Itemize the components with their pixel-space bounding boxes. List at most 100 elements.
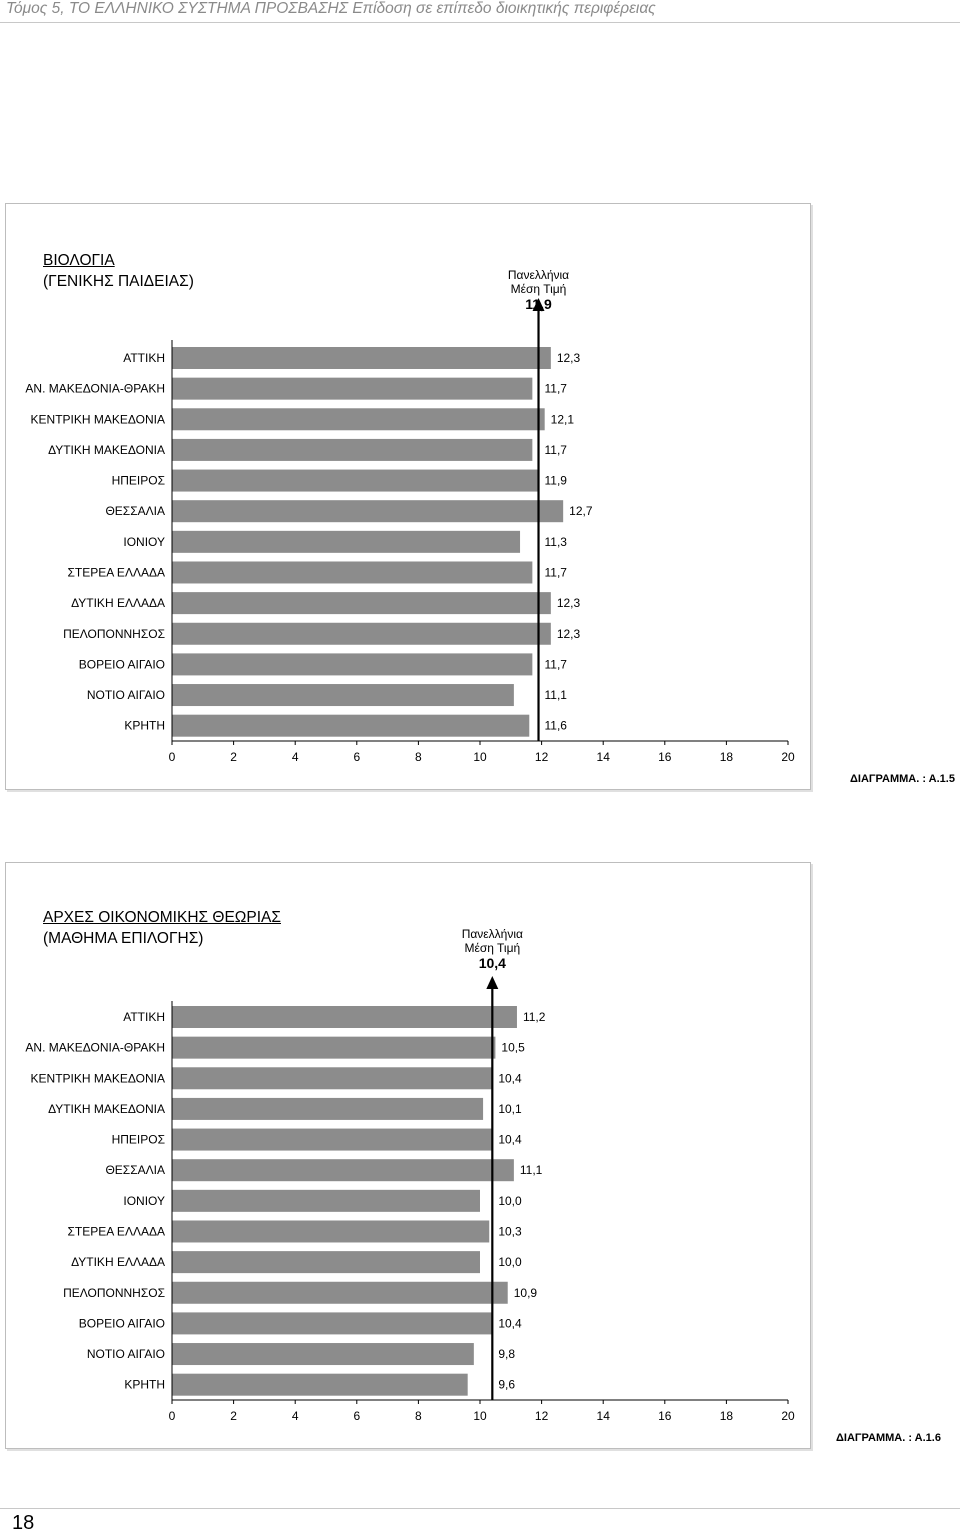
value-label: 11,7	[545, 382, 568, 396]
diagram-id: ΔΙΑΓΡΑΜΜΑ. : Α.1.6	[836, 1432, 941, 1444]
bar	[172, 653, 533, 676]
x-tick-label: 4	[292, 1409, 299, 1423]
x-tick-label: 0	[169, 1409, 176, 1423]
category-label: ΠΕΛΟΠΟΝΝΗΣΟΣ	[63, 1286, 165, 1300]
x-tick-label: 14	[597, 1409, 611, 1423]
x-tick-label: 20	[781, 750, 795, 764]
reference-label-line2: Μέση Τιμή	[510, 282, 567, 296]
bar	[172, 377, 533, 400]
value-label: 9,8	[498, 1347, 515, 1361]
category-label: ΠΕΛΟΠΟΝΝΗΣΟΣ	[63, 627, 165, 641]
category-label: ΒΟΡΕΙΟ ΑΙΓΑΙΟ	[79, 657, 165, 671]
value-label: 10,4	[498, 1071, 522, 1085]
reference-label: Πανελλήνια Μέση Τιμή 10,4	[442, 927, 542, 970]
bar	[172, 1251, 480, 1274]
value-label: 10,5	[501, 1041, 525, 1055]
category-label: ΑΝ. ΜΑΚΕΔΟΝΙΑ-ΘΡΑΚΗ	[25, 1041, 165, 1055]
category-label: ΗΠΕΙΡΟΣ	[112, 1133, 165, 1147]
x-tick-label: 4	[292, 750, 299, 764]
page-header-text: Τόμος 5, ΤΟ ΕΛΛΗΝΙΚΟ ΣΥΣΤΗΜΑ ΠΡΟΣΒΑΣΗΣ Ε…	[6, 0, 656, 17]
reference-label-line2: Μέση Τιμή	[464, 941, 521, 955]
bar	[172, 714, 530, 737]
category-label: ΔΥΤΙΚΗ ΜΑΚΕΔΟΝΙΑ	[48, 1102, 165, 1116]
x-tick-label: 6	[353, 750, 360, 764]
x-tick-label: 10	[473, 1409, 487, 1423]
footer-divider	[0, 1508, 960, 1509]
value-label: 9,6	[498, 1378, 515, 1392]
reference-label-line1: Πανελλήνια	[461, 927, 523, 941]
x-tick-label: 6	[353, 1409, 360, 1423]
bar	[172, 1343, 474, 1366]
bar	[172, 684, 514, 707]
x-tick-label: 16	[658, 750, 672, 764]
bar	[172, 1220, 490, 1243]
value-label: 12,1	[551, 412, 575, 426]
value-label: 11,3	[545, 535, 568, 549]
bar	[172, 408, 545, 431]
x-tick-label: 14	[597, 750, 611, 764]
reference-arrowhead	[532, 298, 545, 311]
x-tick-label: 12	[535, 750, 549, 764]
reference-value: 10,4	[478, 955, 506, 971]
value-label: 10,1	[498, 1102, 522, 1116]
x-tick-label: 18	[720, 750, 734, 764]
value-label: 10,3	[498, 1224, 522, 1238]
bar	[172, 438, 533, 461]
value-label: 12,3	[557, 351, 581, 365]
chart-title-line2: (ΜΑΘΗΜΑ ΕΠΙΛΟΓΗΣ)	[43, 930, 204, 947]
x-tick-label: 16	[658, 1409, 672, 1423]
reference-label-line1: Πανελλήνια	[507, 268, 570, 282]
reference-arrowhead	[486, 976, 499, 989]
chart-title: ΑΡΧΕΣ ΟΙΚΟΝΟΜΙΚΗΣ ΘΕΩΡΙΑΣ (ΜΑΘΗΜΑ ΕΠΙΛΟΓ…	[43, 907, 281, 949]
category-label: ΙΟΝΙΟΥ	[123, 1194, 165, 1208]
value-label: 11,7	[545, 657, 568, 671]
category-label: ΔΥΤΙΚΗ ΕΛΛΑΔΑ	[71, 596, 165, 610]
bar-chart: ΑΤΤΙΚΗ ΑΝ. ΜΑΚΕΔΟΝΙΑ-ΘΡΑΚΗ ΚΕΝΤΡΙΚΗ ΜΑΚΕΔΟ…	[25, 298, 795, 764]
value-label: 11,9	[545, 474, 568, 488]
bar	[172, 622, 551, 645]
value-label: 12,3	[557, 596, 581, 610]
bar	[172, 1159, 514, 1182]
value-label: 10,0	[498, 1255, 522, 1269]
x-tick-label: 2	[230, 1409, 237, 1423]
bar	[172, 347, 551, 369]
reference-value: 11,9	[525, 296, 552, 312]
bar	[172, 1097, 484, 1120]
bar	[172, 1036, 496, 1059]
x-tick-label: 18	[720, 1409, 734, 1423]
bar	[172, 530, 521, 553]
page-header: Τόμος 5, ΤΟ ΕΛΛΗΝΙΚΟ ΣΥΣΤΗΜΑ ΠΡΟΣΒΑΣΗΣ Ε…	[0, 0, 960, 23]
value-label: 11,6	[545, 719, 568, 733]
category-label: ΑΤΤΙΚΗ	[123, 1010, 165, 1024]
category-label: ΔΥΤΙΚΗ ΜΑΚΕΔΟΝΙΑ	[48, 443, 165, 457]
chart-panel-biology: ΒΙΟΛΟΓΙΑ (ΓΕΝΙΚΗΣ ΠΑΙΔΕΙΑΣ) ΑΤΤΙΚΗ ΑΝ. ΜΑ…	[5, 203, 811, 790]
chart-panel-economics: ΑΡΧΕΣ ΟΙΚΟΝΟΜΙΚΗΣ ΘΕΩΡΙΑΣ (ΜΑΘΗΜΑ ΕΠΙΛΟΓ…	[5, 862, 811, 1449]
category-label: ΑΝ. ΜΑΚΕΔΟΝΙΑ-ΘΡΑΚΗ	[25, 382, 165, 396]
value-label: 12,3	[557, 627, 581, 641]
x-tick-label: 2	[230, 750, 237, 764]
bar	[172, 1006, 517, 1028]
page-number: 18	[12, 1512, 35, 1534]
bar	[172, 561, 533, 584]
x-tick-label: 8	[415, 1409, 422, 1423]
bar-chart: ΑΤΤΙΚΗ ΑΝ. ΜΑΚΕΔΟΝΙΑ-ΘΡΑΚΗ ΚΕΝΤΡΙΚΗ ΜΑΚΕΔΟ…	[25, 976, 795, 1423]
bar	[172, 592, 551, 615]
category-label: ΘΕΣΣΑΛΙΑ	[105, 1163, 165, 1177]
x-tick-label: 8	[415, 750, 422, 764]
bar	[172, 469, 539, 492]
category-label: ΣΤΕΡΕΑ ΕΛΛΑΔΑ	[68, 1224, 166, 1238]
bar	[172, 1189, 480, 1212]
x-tick-label: 12	[535, 1409, 549, 1423]
value-label: 11,7	[545, 565, 568, 579]
bar	[172, 1373, 468, 1396]
value-label: 11,7	[545, 443, 568, 457]
value-label: 10,0	[498, 1194, 522, 1208]
bar	[172, 1128, 493, 1151]
chart-title-line1: ΑΡΧΕΣ ΟΙΚΟΝΟΜΙΚΗΣ ΘΕΩΡΙΑΣ	[43, 909, 281, 926]
category-label: ΝΟΤΙΟ ΑΙΓΑΙΟ	[87, 1347, 165, 1361]
category-label: ΙΟΝΙΟΥ	[123, 535, 165, 549]
bar	[172, 500, 564, 523]
bar	[172, 1312, 493, 1335]
category-label: ΗΠΕΙΡΟΣ	[112, 474, 165, 488]
category-label: ΝΟΤΙΟ ΑΙΓΑΙΟ	[87, 688, 165, 702]
